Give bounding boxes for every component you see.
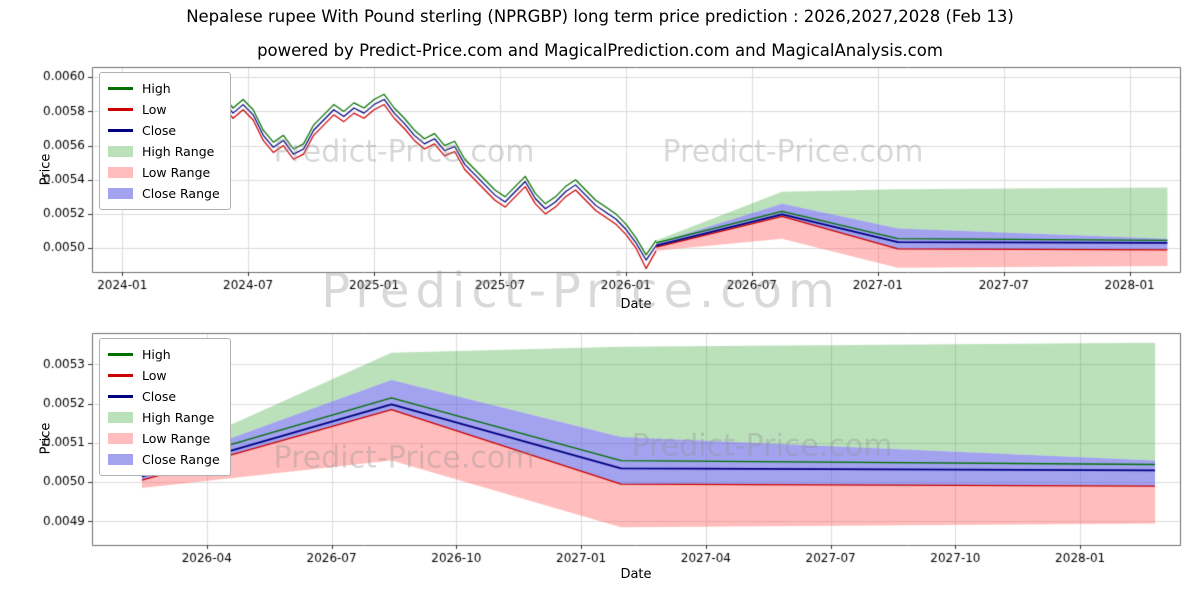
- legend-label-close-range: Close Range: [142, 452, 220, 467]
- close-range-patch-swatch: [108, 188, 133, 199]
- legend-bottom: High Low Close High Range Low Range Clos…: [99, 338, 231, 476]
- legend-label-low-range: Low Range: [142, 165, 211, 180]
- legend-label-high: High: [142, 81, 171, 96]
- low-line-swatch: [108, 374, 133, 377]
- low-line-swatch: [108, 108, 133, 111]
- low-range-patch-swatch: [108, 433, 133, 444]
- high-range-patch-swatch: [108, 146, 133, 157]
- legend-item-high-range: High Range: [108, 407, 220, 428]
- high-line-swatch: [108, 353, 133, 356]
- legend-item-low: Low: [108, 365, 220, 386]
- legend-label-close: Close: [142, 389, 177, 404]
- legend-label-close-range: Close Range: [142, 186, 220, 201]
- x-axis-label-top: Date: [620, 297, 652, 312]
- legend-item-close: Close: [108, 120, 220, 141]
- legend-label-close: Close: [142, 123, 177, 138]
- legend-item-low-range: Low Range: [108, 428, 220, 449]
- close-line-swatch: [108, 395, 133, 398]
- legend-label-low: Low: [142, 368, 167, 383]
- y-axis-label-bottom: Price: [38, 422, 54, 455]
- legend-item-low-range: Low Range: [108, 162, 220, 183]
- legend-label-low: Low: [142, 102, 167, 117]
- legend-label-low-range: Low Range: [142, 431, 211, 446]
- legend-item-high: High: [108, 78, 220, 99]
- close-line-swatch: [108, 129, 133, 132]
- legend-item-close: Close: [108, 386, 220, 407]
- close-range-patch-swatch: [108, 454, 133, 465]
- y-axis-label-top: Price: [38, 153, 54, 186]
- legend-label-high: High: [142, 347, 171, 362]
- legend-item-close-range: Close Range: [108, 449, 220, 470]
- legend-label-high-range: High Range: [142, 144, 215, 159]
- page-subtitle: powered by Predict-Price.com and Magical…: [257, 41, 943, 60]
- legend-item-low: Low: [108, 99, 220, 120]
- high-line-swatch: [108, 87, 133, 90]
- legend-top: High Low Close High Range Low Range Clos…: [99, 72, 231, 210]
- legend-item-high: High: [108, 344, 220, 365]
- legend-label-high-range: High Range: [142, 410, 215, 425]
- low-range-patch-swatch: [108, 167, 133, 178]
- legend-item-high-range: High Range: [108, 141, 220, 162]
- legend-item-close-range: Close Range: [108, 183, 220, 204]
- page-title: Nepalese rupee With Pound sterling (NPRG…: [186, 7, 1014, 26]
- x-axis-label-bottom: Date: [620, 567, 652, 582]
- high-range-patch-swatch: [108, 412, 133, 423]
